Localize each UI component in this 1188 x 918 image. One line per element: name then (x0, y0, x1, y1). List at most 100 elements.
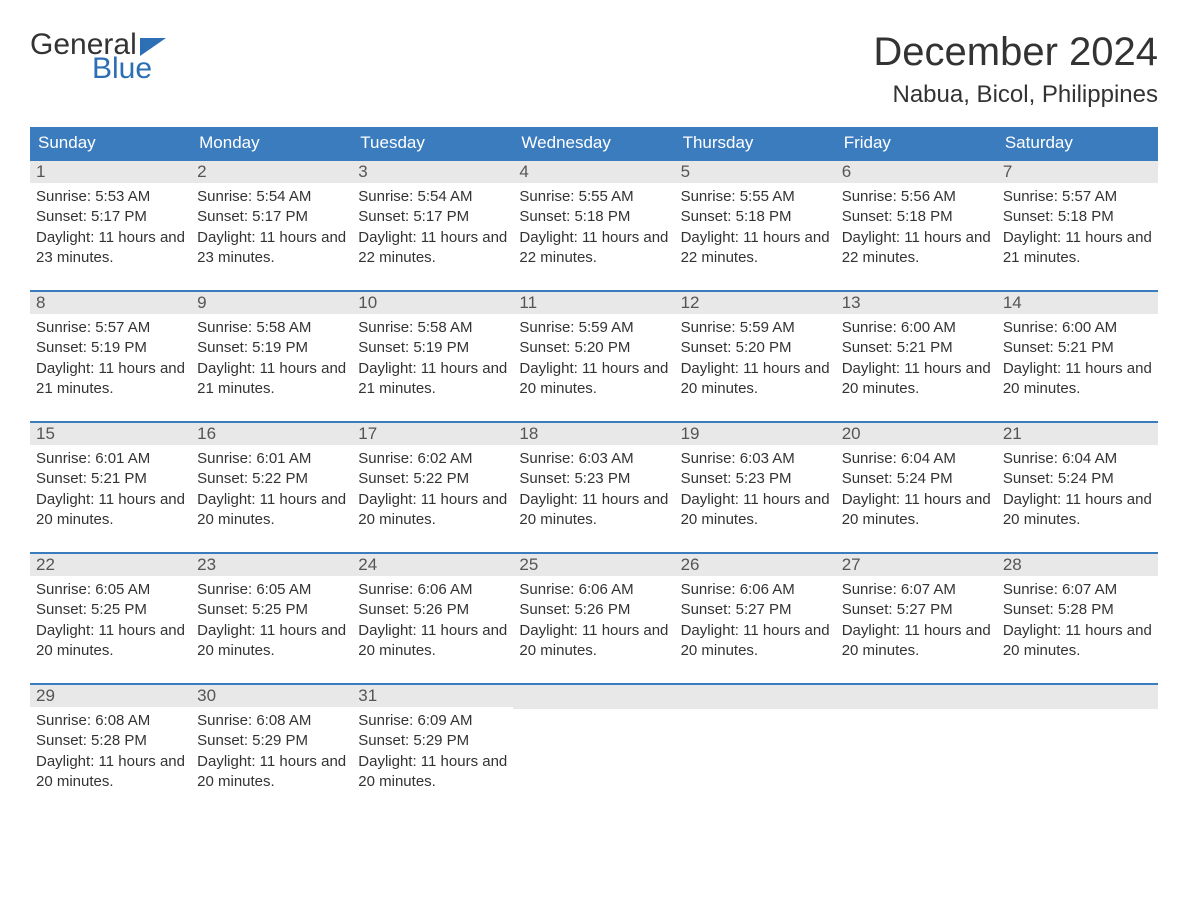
daylight-line: Daylight: 11 hours and 21 minutes. (197, 359, 346, 400)
sunset-line: Sunset: 5:20 PM (681, 338, 830, 358)
day-content: Sunrise: 5:56 AMSunset: 5:18 PMDaylight:… (836, 183, 997, 272)
day-content: Sunrise: 5:57 AMSunset: 5:18 PMDaylight:… (997, 183, 1158, 272)
day-number: 8 (30, 292, 191, 314)
day-content: Sunrise: 6:07 AMSunset: 5:27 PMDaylight:… (836, 576, 997, 665)
col-tuesday: Tuesday (352, 127, 513, 159)
sunrise-line: Sunrise: 5:57 AM (36, 318, 185, 338)
daylight-line: Daylight: 11 hours and 20 minutes. (197, 752, 346, 793)
day-cell: 20Sunrise: 6:04 AMSunset: 5:24 PMDayligh… (836, 423, 997, 538)
col-thursday: Thursday (675, 127, 836, 159)
day-content: Sunrise: 5:57 AMSunset: 5:19 PMDaylight:… (30, 314, 191, 403)
empty-day-band (836, 685, 997, 709)
sunset-line: Sunset: 5:21 PM (842, 338, 991, 358)
sunrise-line: Sunrise: 6:08 AM (197, 711, 346, 731)
sunrise-line: Sunrise: 5:58 AM (358, 318, 507, 338)
sunset-line: Sunset: 5:26 PM (358, 600, 507, 620)
day-number: 20 (836, 423, 997, 445)
day-content: Sunrise: 6:03 AMSunset: 5:23 PMDaylight:… (675, 445, 836, 534)
day-cell: 1Sunrise: 5:53 AMSunset: 5:17 PMDaylight… (30, 161, 191, 276)
day-content: Sunrise: 5:53 AMSunset: 5:17 PMDaylight:… (30, 183, 191, 272)
daylight-line: Daylight: 11 hours and 20 minutes. (197, 490, 346, 531)
day-content: Sunrise: 5:58 AMSunset: 5:19 PMDaylight:… (352, 314, 513, 403)
sunset-line: Sunset: 5:19 PM (358, 338, 507, 358)
sunset-line: Sunset: 5:23 PM (681, 469, 830, 489)
sunset-line: Sunset: 5:29 PM (197, 731, 346, 751)
day-cell: 29Sunrise: 6:08 AMSunset: 5:28 PMDayligh… (30, 685, 191, 800)
day-cell: 5Sunrise: 5:55 AMSunset: 5:18 PMDaylight… (675, 161, 836, 276)
sunrise-line: Sunrise: 5:53 AM (36, 187, 185, 207)
day-number: 1 (30, 161, 191, 183)
sunrise-line: Sunrise: 6:09 AM (358, 711, 507, 731)
day-content: Sunrise: 6:05 AMSunset: 5:25 PMDaylight:… (30, 576, 191, 665)
sunrise-line: Sunrise: 5:59 AM (681, 318, 830, 338)
location-text: Nabua, Bicol, Philippines (873, 81, 1158, 109)
sunrise-line: Sunrise: 5:58 AM (197, 318, 346, 338)
col-friday: Friday (836, 127, 997, 159)
sunrise-line: Sunrise: 5:54 AM (197, 187, 346, 207)
sunset-line: Sunset: 5:28 PM (1003, 600, 1152, 620)
day-number: 16 (191, 423, 352, 445)
weeks-container: 1Sunrise: 5:53 AMSunset: 5:17 PMDaylight… (30, 159, 1158, 800)
day-cell: 16Sunrise: 6:01 AMSunset: 5:22 PMDayligh… (191, 423, 352, 538)
day-number: 3 (352, 161, 513, 183)
daylight-line: Daylight: 11 hours and 20 minutes. (358, 490, 507, 531)
day-cell: 24Sunrise: 6:06 AMSunset: 5:26 PMDayligh… (352, 554, 513, 669)
week-row: 1Sunrise: 5:53 AMSunset: 5:17 PMDaylight… (30, 159, 1158, 276)
day-cell: 25Sunrise: 6:06 AMSunset: 5:26 PMDayligh… (513, 554, 674, 669)
day-cell: 12Sunrise: 5:59 AMSunset: 5:20 PMDayligh… (675, 292, 836, 407)
day-content: Sunrise: 6:00 AMSunset: 5:21 PMDaylight:… (836, 314, 997, 403)
daylight-line: Daylight: 11 hours and 21 minutes. (358, 359, 507, 400)
title-block: December 2024 Nabua, Bicol, Philippines (873, 30, 1158, 109)
sunset-line: Sunset: 5:21 PM (36, 469, 185, 489)
sunset-line: Sunset: 5:19 PM (36, 338, 185, 358)
sunset-line: Sunset: 5:20 PM (519, 338, 668, 358)
day-content: Sunrise: 6:02 AMSunset: 5:22 PMDaylight:… (352, 445, 513, 534)
day-cell: 22Sunrise: 6:05 AMSunset: 5:25 PMDayligh… (30, 554, 191, 669)
daylight-line: Daylight: 11 hours and 20 minutes. (36, 752, 185, 793)
day-content: Sunrise: 6:08 AMSunset: 5:28 PMDaylight:… (30, 707, 191, 796)
sunrise-line: Sunrise: 6:01 AM (36, 449, 185, 469)
logo-text-bottom: Blue (92, 54, 166, 84)
day-cell: 13Sunrise: 6:00 AMSunset: 5:21 PMDayligh… (836, 292, 997, 407)
sunset-line: Sunset: 5:23 PM (519, 469, 668, 489)
sunset-line: Sunset: 5:25 PM (197, 600, 346, 620)
empty-day-band (675, 685, 836, 709)
sunset-line: Sunset: 5:18 PM (842, 207, 991, 227)
day-number: 12 (675, 292, 836, 314)
day-content: Sunrise: 5:58 AMSunset: 5:19 PMDaylight:… (191, 314, 352, 403)
logo: General Blue (30, 30, 166, 84)
day-content: Sunrise: 5:55 AMSunset: 5:18 PMDaylight:… (675, 183, 836, 272)
day-number: 29 (30, 685, 191, 707)
day-cell: 17Sunrise: 6:02 AMSunset: 5:22 PMDayligh… (352, 423, 513, 538)
day-number: 15 (30, 423, 191, 445)
sunrise-line: Sunrise: 5:56 AM (842, 187, 991, 207)
day-content: Sunrise: 5:59 AMSunset: 5:20 PMDaylight:… (675, 314, 836, 403)
day-number: 5 (675, 161, 836, 183)
sunset-line: Sunset: 5:21 PM (1003, 338, 1152, 358)
day-number: 10 (352, 292, 513, 314)
sunset-line: Sunset: 5:17 PM (36, 207, 185, 227)
day-number: 21 (997, 423, 1158, 445)
day-cell (836, 685, 997, 800)
daylight-line: Daylight: 11 hours and 21 minutes. (36, 359, 185, 400)
daylight-line: Daylight: 11 hours and 20 minutes. (1003, 621, 1152, 662)
day-content: Sunrise: 6:04 AMSunset: 5:24 PMDaylight:… (836, 445, 997, 534)
col-monday: Monday (191, 127, 352, 159)
daylight-line: Daylight: 11 hours and 20 minutes. (1003, 490, 1152, 531)
daylight-line: Daylight: 11 hours and 20 minutes. (842, 359, 991, 400)
sunrise-line: Sunrise: 5:55 AM (681, 187, 830, 207)
daylight-line: Daylight: 11 hours and 20 minutes. (681, 621, 830, 662)
sunrise-line: Sunrise: 6:00 AM (842, 318, 991, 338)
day-content: Sunrise: 6:04 AMSunset: 5:24 PMDaylight:… (997, 445, 1158, 534)
daylight-line: Daylight: 11 hours and 20 minutes. (519, 490, 668, 531)
sunset-line: Sunset: 5:28 PM (36, 731, 185, 751)
sunrise-line: Sunrise: 6:06 AM (519, 580, 668, 600)
sunset-line: Sunset: 5:22 PM (197, 469, 346, 489)
daylight-line: Daylight: 11 hours and 20 minutes. (681, 359, 830, 400)
day-content: Sunrise: 6:01 AMSunset: 5:22 PMDaylight:… (191, 445, 352, 534)
calendar-header-row: Sunday Monday Tuesday Wednesday Thursday… (30, 127, 1158, 159)
calendar: Sunday Monday Tuesday Wednesday Thursday… (30, 127, 1158, 800)
sunset-line: Sunset: 5:25 PM (36, 600, 185, 620)
sunrise-line: Sunrise: 6:06 AM (681, 580, 830, 600)
sunrise-line: Sunrise: 6:05 AM (36, 580, 185, 600)
